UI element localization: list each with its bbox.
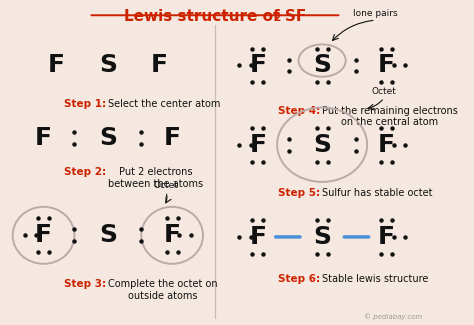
Text: F: F: [249, 225, 266, 249]
Text: F: F: [249, 53, 266, 77]
Text: S: S: [313, 53, 331, 77]
Text: Lewis structure of SF: Lewis structure of SF: [124, 9, 306, 24]
Text: F: F: [35, 126, 52, 150]
Text: F: F: [164, 223, 181, 247]
Text: Select the center atom: Select the center atom: [108, 99, 220, 110]
Text: 2: 2: [273, 13, 281, 23]
Text: S: S: [313, 133, 331, 157]
Text: Step 4:: Step 4:: [278, 106, 320, 116]
Text: Step 6:: Step 6:: [278, 274, 320, 284]
Text: F: F: [164, 126, 181, 150]
Text: Put the remaining electrons
on the central atom: Put the remaining electrons on the centr…: [322, 106, 458, 127]
Text: Step 1:: Step 1:: [64, 99, 106, 110]
Text: Stable lewis structure: Stable lewis structure: [322, 274, 428, 284]
Text: F: F: [378, 133, 395, 157]
Text: F: F: [48, 53, 65, 77]
Text: S: S: [313, 225, 331, 249]
Text: © pediabay.com: © pediabay.com: [365, 314, 423, 320]
Text: Step 5:: Step 5:: [278, 188, 320, 198]
Text: Step 3:: Step 3:: [64, 279, 106, 289]
Text: F: F: [378, 225, 395, 249]
Text: S: S: [99, 126, 117, 150]
Text: F: F: [249, 133, 266, 157]
Text: S: S: [99, 223, 117, 247]
Text: Sulfur has stable octet: Sulfur has stable octet: [322, 188, 433, 198]
Text: S: S: [99, 53, 117, 77]
Text: Step 2:: Step 2:: [64, 167, 106, 177]
Text: Complete the octet on
outside atoms: Complete the octet on outside atoms: [108, 279, 218, 301]
Text: F: F: [378, 53, 395, 77]
Text: lone pairs: lone pairs: [354, 9, 398, 19]
Text: Octet: Octet: [153, 181, 178, 190]
Text: F: F: [35, 223, 52, 247]
Text: F: F: [151, 53, 168, 77]
Text: Octet: Octet: [372, 87, 397, 96]
Text: Put 2 electrons
between the atoms: Put 2 electrons between the atoms: [108, 167, 203, 189]
